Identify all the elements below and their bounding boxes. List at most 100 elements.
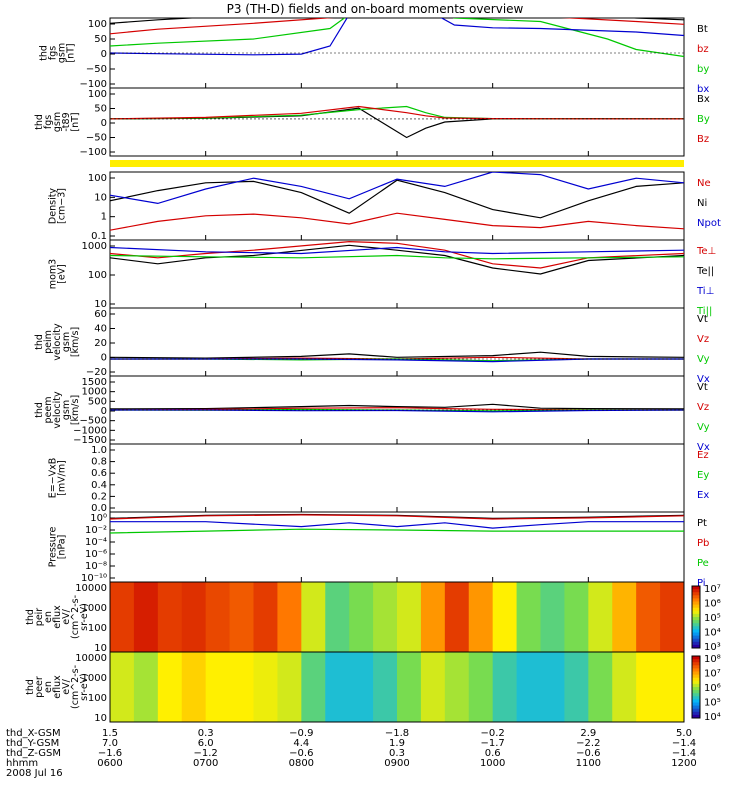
y-axis-label-line: [eV] (57, 264, 68, 284)
y-axis-label-line: [cm−3] (57, 188, 68, 224)
colorbar-tick-label: 10⁴ (704, 712, 721, 723)
y-axis-label-line: (cm^2-s- (70, 665, 81, 709)
footer-value: −0.2 (481, 728, 505, 739)
y-tick-label: 1000 (82, 241, 107, 252)
footer-value: −1.4 (672, 748, 696, 759)
legend-entry: Pe (697, 558, 709, 569)
series-line-Npot (110, 172, 684, 205)
colorbar-step (692, 711, 700, 716)
colorbar-step (692, 601, 700, 606)
y-axis-label-line: en (43, 681, 54, 693)
heatmap-column (301, 582, 326, 652)
y-tick-label: 1000 (82, 387, 107, 398)
y-axis-label: thdfgsgsm[nT] (39, 43, 77, 63)
y-tick-label: 0 (101, 353, 107, 364)
heatmap-column (444, 582, 470, 652)
y-axis-label-line: eflux (52, 675, 63, 699)
legend-entry: by (697, 64, 709, 75)
heatmap-column (612, 582, 637, 652)
panel-10: 10000 1000 100 10 thdpeerenefluxeV/(cm^2-s-s… (25, 651, 721, 724)
heatmap-column (492, 582, 518, 652)
series-line-Te⊥ (110, 240, 684, 269)
legend-entry: Npot (697, 218, 721, 229)
colorbar-tick-label: 10⁷ (704, 584, 721, 595)
footer-row-label: hhmm (6, 758, 38, 769)
legend-entry: Vt (697, 314, 708, 325)
y-tick-label: 50 (94, 34, 107, 45)
y-axis-label-line: sr-eV) (79, 603, 90, 631)
series-line-Pi (110, 521, 684, 529)
y-axis-label-line: [mV/m] (57, 460, 68, 496)
footer-value: 0.3 (389, 748, 405, 759)
footer-value: 1.5 (102, 728, 118, 739)
footer-value: −1.4 (672, 738, 696, 749)
y-tick-label: 10 (94, 299, 107, 310)
panels: 100500−50−100thdfgsgsm[nT]Btbzbybx100500… (25, 17, 721, 724)
colorbar-step (692, 674, 700, 679)
heatmap-column (325, 582, 350, 652)
panel-9: 10000 1000 100 10 thdpeirenefluxeV/(cm^2-s-s… (25, 581, 721, 654)
heatmap-column (181, 652, 207, 722)
y-tick-label: 0.2 (91, 491, 107, 502)
heatmap-column (373, 582, 398, 652)
y-tick-label: 1.0 (91, 445, 107, 456)
footer-value: 4.4 (293, 738, 309, 749)
colorbar-step (692, 699, 700, 703)
y-tick-label: 10000 (75, 653, 107, 664)
y-axis-label-line: peer (34, 676, 45, 698)
legend-entry: Ex (697, 490, 709, 501)
series-line-Ne (110, 212, 684, 231)
y-axis-label-line: eV/ (61, 678, 72, 694)
legend-entry: Vy (697, 354, 710, 365)
data-gap-bar (110, 160, 684, 167)
legend-entry: Vy (697, 422, 710, 433)
legend-entry: Ne (697, 178, 711, 189)
colorbar-tick-label: 10⁸ (704, 654, 721, 665)
colorbar-step (692, 607, 700, 612)
colorbar-step (692, 638, 700, 643)
legend-entry: bz (697, 44, 709, 55)
heatmap-column (660, 582, 685, 652)
colorbar-step (692, 662, 700, 666)
colorbar-step (692, 623, 700, 627)
heatmap-column (325, 652, 350, 722)
y-axis-label-line: E=−VxB (48, 458, 59, 499)
colorbar-step (692, 708, 700, 713)
y-axis-label-line: gsm (57, 43, 68, 63)
y-tick-label: 0 (101, 406, 107, 417)
heatmap-column (468, 582, 494, 652)
y-axis-label-line: eV/ (61, 608, 72, 624)
colorbar-step (692, 632, 700, 637)
heatmap-column (349, 652, 374, 722)
panel-7: 1.00.80.60.40.20.0 E=−VxB[mV/m] Ez Ey Ex (48, 443, 709, 514)
y-tick-label: −500 (80, 416, 107, 427)
y-axis-label-line: mom3 (48, 259, 59, 289)
footer-value: 1100 (576, 758, 601, 769)
heatmap-column (301, 652, 326, 722)
colorbar-step (692, 592, 700, 596)
colorbar-step (692, 656, 700, 660)
y-tick-label: 10⁻⁴ (85, 537, 107, 548)
footer-value: 1.9 (389, 738, 405, 749)
series-line-bz (110, 18, 684, 35)
heatmap-column (397, 652, 422, 722)
y-axis-label: thdfgsgsm-t89[nT] (34, 112, 81, 132)
heatmap-column (612, 652, 637, 722)
plot-frame (109, 307, 685, 377)
series-line-Bz (110, 105, 684, 120)
ephemeris-footer: thd_X-GSM 1.5 0.3 −0.9 −1.8 −0.2 2.9 5.0 thd_Y-G… (6, 728, 697, 769)
colorbar-step (692, 626, 700, 630)
y-tick-label: 100 (88, 89, 107, 100)
heatmap-column (373, 652, 398, 722)
y-axis-label-line: (cm^2-s- (70, 595, 81, 639)
y-axis-label-line: thd (34, 402, 45, 418)
y-axis-label-line: eflux (52, 605, 63, 629)
y-axis-label-line: [nT] (66, 43, 77, 62)
colorbar-step (692, 629, 700, 633)
colorbar-step (692, 693, 700, 697)
heatmap-column (636, 582, 661, 652)
figure-title: P3 (TH-D) fields and on-board moments ov… (227, 2, 524, 16)
colorbar-step (692, 677, 700, 682)
y-axis-label-line: [nT] (70, 112, 81, 131)
legend-entry: Te|| (696, 266, 714, 277)
